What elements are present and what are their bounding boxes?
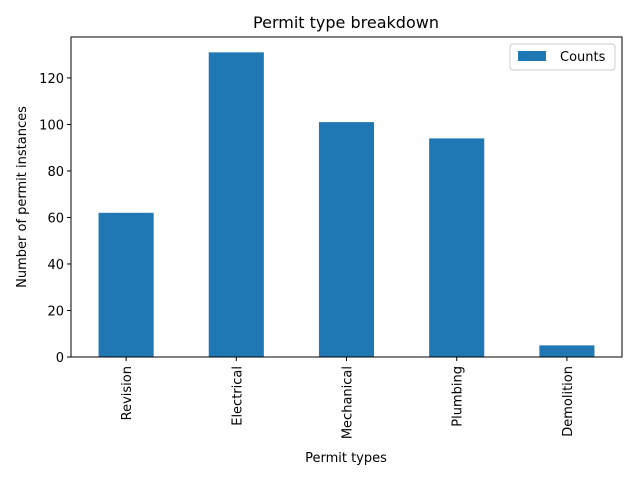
bars-group bbox=[98, 52, 595, 358]
bar-mechanical bbox=[318, 122, 375, 358]
y-tick-label: 20 bbox=[47, 304, 64, 319]
legend-box bbox=[509, 43, 616, 71]
legend: Counts bbox=[509, 43, 616, 71]
plot-frame bbox=[70, 36, 623, 358]
legend-label: Counts bbox=[560, 50, 606, 65]
bar-plumbing bbox=[429, 138, 485, 357]
chart-title: Permit type breakdown bbox=[253, 13, 439, 32]
bar-demolition bbox=[539, 345, 595, 357]
bar-revision bbox=[98, 212, 154, 357]
y-tick-label: 120 bbox=[39, 72, 64, 87]
x-axis-ticks: Revision Electrical Mechanical Plumbing Demo… bbox=[120, 357, 576, 439]
bar-electrical bbox=[208, 52, 264, 357]
x-tick-label: Electrical bbox=[230, 366, 245, 426]
y-tick-label: 60 bbox=[47, 211, 64, 226]
y-tick-label: 40 bbox=[47, 258, 64, 273]
legend-swatch bbox=[518, 51, 546, 61]
y-tick-label: 0 bbox=[56, 351, 64, 366]
x-tick-label: Mechanical bbox=[341, 366, 356, 439]
y-axis-label: Number of permit instances bbox=[15, 106, 30, 288]
y-tick-label: 80 bbox=[47, 165, 64, 180]
x-tick-label: Revision bbox=[120, 366, 135, 420]
x-axis-label: Permit types bbox=[305, 451, 387, 466]
y-tick-label: 100 bbox=[39, 118, 64, 133]
x-tick-label: Demolition bbox=[561, 366, 576, 437]
x-tick-label: Plumbing bbox=[451, 366, 466, 427]
y-axis-ticks: 0 20 40 60 80 100 120 bbox=[39, 72, 71, 366]
